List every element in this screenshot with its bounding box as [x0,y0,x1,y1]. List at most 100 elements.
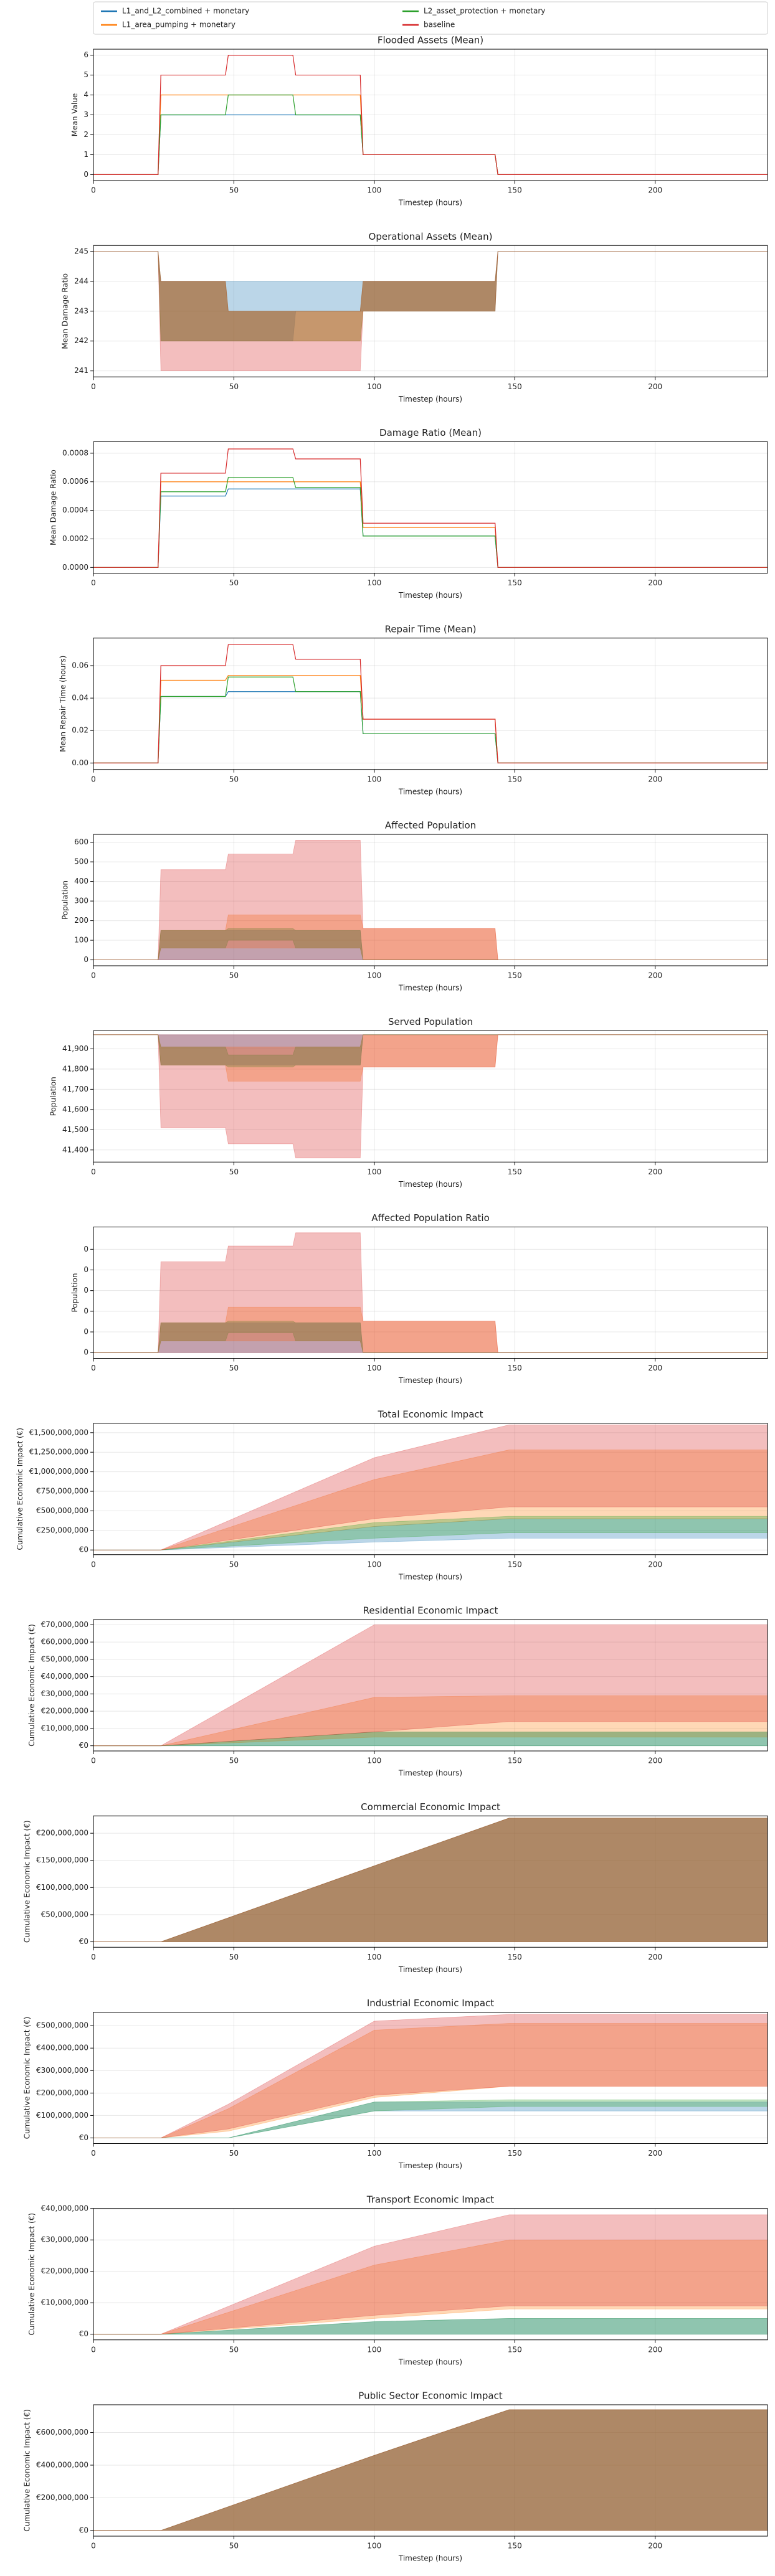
band-fill [93,1625,768,1746]
band-edge [93,2106,768,2138]
x-tick-label: 150 [508,382,522,391]
y-axis-label: Cumulative Economic Impact (€) [27,1624,36,1747]
x-tick-label: 0 [91,1953,96,1961]
plot-frame [93,1227,768,1359]
plot-frame [93,638,768,770]
band-fill [93,1034,768,1067]
legend-label: baseline [424,21,455,29]
x-tick-label: 50 [229,1364,239,1372]
band-fill [93,2409,768,2531]
band-fill [93,1034,768,1065]
chart-title: Operational Assets (Mean) [369,231,493,242]
y-axis-label: Cumulative Economic Impact (€) [16,1428,24,1550]
band-edge [93,1818,768,1942]
legend-label: L1_area_pumping + monetary [122,21,235,29]
band-edge [93,2409,768,2531]
band-edge [93,1732,768,1747]
subplot: Repair Time (Mean) 0 50 100 150 200 Timestep (… [59,623,768,796]
x-tick-label: 150 [508,1560,522,1569]
plot-frame [93,2208,768,2341]
band-fill [93,1034,768,1082]
x-tick-label: 200 [648,2345,662,2354]
band-edge [93,251,768,312]
band-fill [93,2318,768,2334]
y-tick-label: 0.0000 [62,563,88,572]
band-edge [93,2086,768,2138]
y-tick-label: €50,000,000 [41,1910,88,1918]
y-axis-label: Cumulative Economic Impact (€) [23,2017,32,2140]
y-tick-label: €300,000,000 [36,2066,88,2075]
band-fill [93,840,768,960]
y-tick-label: €100,000,000 [36,1883,88,1892]
band-edge [93,251,768,372]
y-tick-label: €20,000,000 [41,1707,88,1715]
x-tick-label: 50 [229,2149,239,2158]
y-tick-label: €200,000,000 [36,1829,88,1838]
band-edge [93,2086,768,2138]
band-edge [93,1516,768,1550]
band-edge [93,2409,768,2531]
y-tick-label: €30,000,000 [41,1689,88,1698]
x-tick-label: 150 [508,1953,522,1961]
band-fill [93,1232,768,1353]
x-tick-label: 100 [367,578,381,587]
x-tick-label: 50 [229,1953,239,1961]
subplot: Affected Population Ratio 0 50 100 150 200 Tim… [70,1212,768,1385]
y-tick-label: €0 [79,2133,88,2142]
band-edge [93,840,768,960]
y-tick-label: 243 [74,306,88,315]
x-tick-label: 100 [367,2149,381,2158]
x-axis-label: Timestep (hours) [398,395,462,403]
y-tick-label: €50,000,000 [41,1654,88,1663]
y-tick-label: 400 [74,877,88,885]
band-fill [93,1425,768,1550]
plot-frame [93,49,768,181]
band-edge [93,1034,768,1159]
y-tick-label: €30,000,000 [41,2235,88,2244]
band-fill [93,2214,768,2334]
y-tick-label: €1,250,000,000 [29,1448,88,1456]
x-tick-label: 50 [229,775,239,783]
y-tick-label: €10,000,000 [41,2298,88,2307]
x-tick-label: 50 [229,971,239,980]
y-tick-label: 41,800 [62,1064,88,1073]
series-line [93,644,768,763]
subplot: Total Economic Impact 0 50 100 150 200 Timeste… [16,1408,768,1581]
band-edge [93,1532,768,1550]
band-fill [93,2240,768,2334]
x-axis-label: Timestep (hours) [398,2357,462,2366]
subplot: Residential Economic Impact 0 50 100 150 200 T… [27,1605,768,1778]
plot-frame [93,2404,768,2537]
x-tick-label: 100 [367,1364,381,1372]
y-tick-label: 0.00 [72,758,88,767]
y-tick-label: 242 [74,336,88,345]
x-tick-label: 50 [229,1560,239,1569]
band-edge [93,1341,768,1353]
y-tick-label: 3 [83,110,88,119]
chart-title: Commercial Economic Impact [361,1801,500,1813]
x-axis-label: Timestep (hours) [398,591,462,600]
plot-frame [93,1030,768,1163]
y-tick-label: €40,000,000 [41,2204,88,2212]
band-fill [93,1696,768,1746]
y-axis-label: Cumulative Economic Impact (€) [23,2409,32,2532]
y-tick-label: €70,000,000 [41,1620,88,1629]
band-edge [93,940,768,960]
y-tick-label: 0 [83,955,88,964]
x-tick-label: 0 [91,382,96,391]
x-tick-label: 50 [229,382,239,391]
plot-area [93,834,768,966]
x-tick-label: 150 [508,1757,522,1765]
x-tick-label: 200 [648,186,662,195]
band-edge [93,251,768,312]
band-edge [93,948,768,960]
y-tick-label: €20,000,000 [41,2267,88,2275]
band-edge [93,1323,768,1353]
subplot: Flooded Assets (Mean)0 50 100 150 200Timeste… [70,35,768,207]
plot-frame [93,1423,768,1555]
band-edge [93,1034,768,1055]
plot-area [93,1620,768,1751]
band-edge [93,930,768,960]
y-tick-label: 100 [74,936,88,945]
